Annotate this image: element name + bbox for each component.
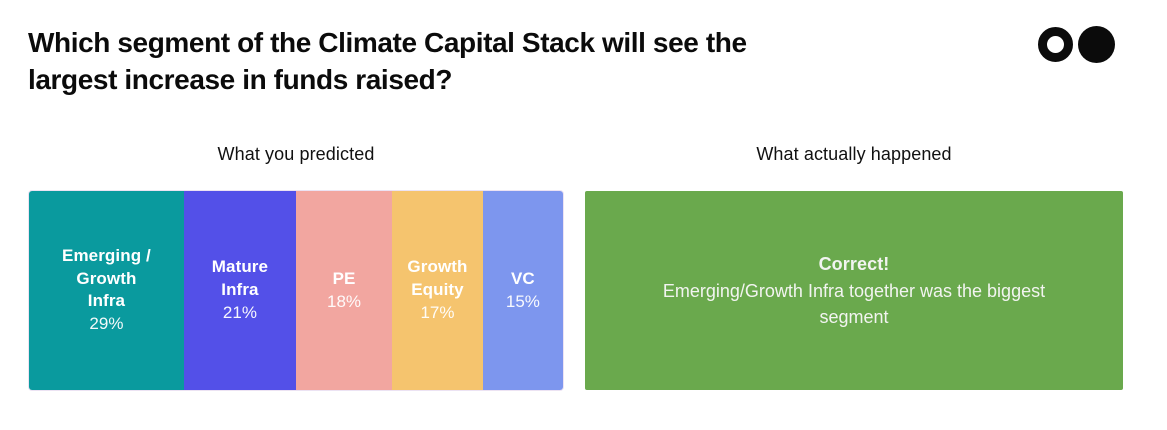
predicted-heading: What you predicted (217, 144, 375, 164)
bar-segment-3: PE 18% (295, 191, 393, 390)
bar-segment-value: 18% (327, 292, 362, 311)
bar-segment-value: 17% (420, 303, 455, 323)
filled-circle-icon (1078, 26, 1115, 63)
bar-segment-value: 29% (89, 314, 124, 334)
result-title: Correct! (818, 253, 890, 274)
actual-result-box: Correct! Emerging/Growth Infra together … (585, 191, 1123, 390)
bar-segment-4: Growth Equity 17% (392, 191, 483, 390)
bar-segment-label: Emerging / Growth Infra (62, 246, 151, 310)
actual-heading: What actually happened (756, 144, 952, 164)
result-text: Emerging/Growth Infra together was the b… (662, 280, 1046, 327)
bar-segment-5: VC 15% (482, 191, 563, 390)
bar-segment-label: Mature Infra (211, 257, 269, 299)
predicted-stacked-bar: Emerging / Growth Infra 29% Mature Infra 21… (29, 191, 563, 390)
bar-segment-value: 15% (505, 292, 540, 311)
bar-segment-label: VC (510, 268, 535, 288)
bar-segment-value: 21% (222, 303, 257, 323)
bar-segment-label: PE (332, 268, 356, 288)
bar-segment-label: Growth Equity (407, 257, 468, 299)
page-title-line-1: Which segment of the Climate Capital Sta… (28, 27, 747, 58)
outlined-circle-icon (1038, 27, 1073, 62)
bar-segment-2: Mature Infra 21% (183, 191, 296, 390)
bar-segment-1: Emerging / Growth Infra 29% (29, 191, 184, 390)
page-title: Which segment of the Climate Capital Sta… (28, 24, 747, 98)
page-title-line-2: largest increase in funds raised? (28, 64, 453, 95)
